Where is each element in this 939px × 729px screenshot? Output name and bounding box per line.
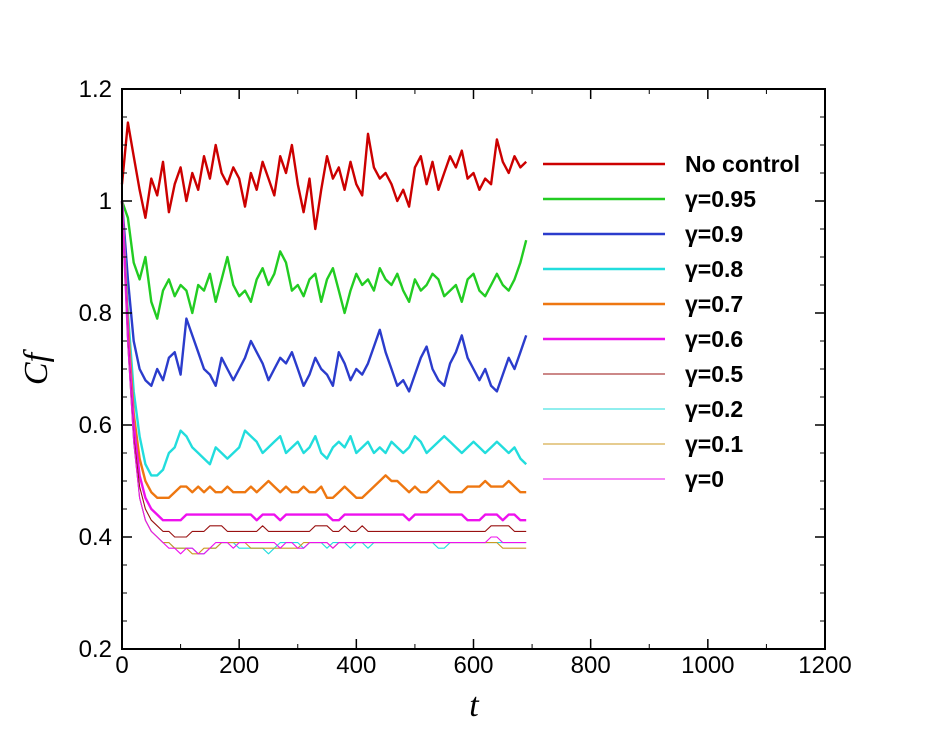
legend-label-3: γ=0.9	[685, 221, 743, 247]
series-layer	[120, 121, 528, 555]
legend-label-7: γ=0.5	[685, 361, 743, 387]
series-line-4	[120, 200, 528, 477]
tick-labels-layer: 0 200 400 600 800 1000 1200 0.2 0.4 0.6 0.8 1 1.2	[79, 76, 852, 679]
legend: No control γ=0.95 γ=0.9 γ=0.8 γ=0.7 γ=0.6 γ=0.…	[543, 151, 800, 492]
legend-label-4: γ=0.8	[685, 256, 743, 282]
y-tick-label-0.6: 0.6	[79, 412, 112, 439]
series-line-6	[120, 200, 527, 522]
y-tick-label-1: 1	[99, 188, 112, 215]
y-tick-label-1.2: 1.2	[79, 76, 112, 103]
x-tick-label-800: 800	[571, 652, 611, 679]
series-line-2	[120, 200, 528, 320]
x-tick-label-200: 200	[219, 652, 259, 679]
legend-label-10: γ=0	[685, 466, 724, 492]
series-line-5	[120, 200, 527, 499]
legend-label-2: γ=0.95	[685, 186, 756, 212]
x-tick-label-400: 400	[336, 652, 376, 679]
y-axis-title: Cf	[18, 348, 55, 385]
legend-label-1: No control	[685, 151, 800, 177]
x-tick-label-0: 0	[115, 652, 128, 679]
legend-label-9: γ=0.1	[685, 431, 743, 457]
x-tick-label-1200: 1200	[798, 652, 851, 679]
legend-label-6: γ=0.6	[685, 326, 743, 352]
legend-label-5: γ=0.7	[685, 291, 743, 317]
x-axis-title: t	[469, 687, 480, 724]
y-tick-label-0.2: 0.2	[79, 636, 112, 663]
y-tick-label-0.8: 0.8	[79, 300, 112, 327]
series-line-1	[120, 121, 528, 231]
series-line-3	[120, 200, 528, 393]
series-line-10	[121, 200, 527, 555]
legend-label-8: γ=0.2	[685, 396, 743, 422]
x-tick-label-1000: 1000	[681, 652, 734, 679]
series-line-7	[121, 200, 527, 538]
y-tick-label-0.4: 0.4	[79, 524, 112, 551]
ticks-layer	[121, 88, 826, 650]
x-tick-label-600: 600	[453, 652, 493, 679]
